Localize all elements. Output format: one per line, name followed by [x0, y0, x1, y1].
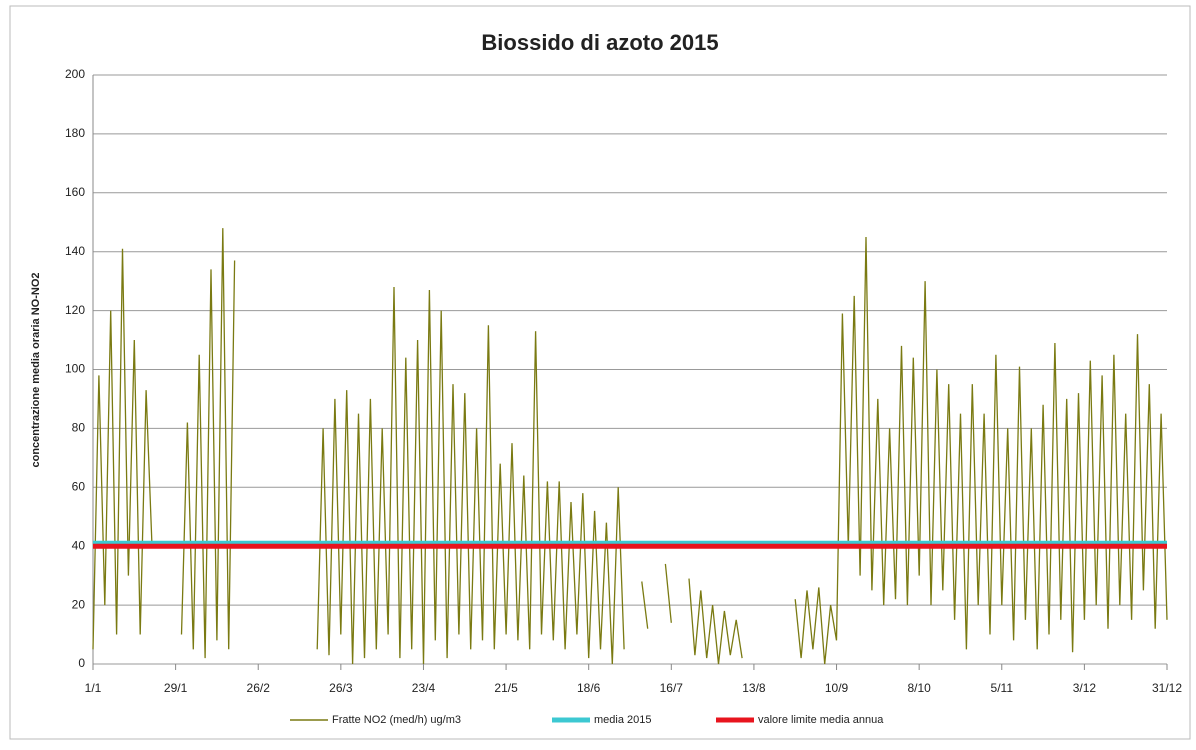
chart-title: Biossido di azoto 2015 — [481, 30, 718, 55]
x-tick-label: 13/8 — [742, 681, 766, 695]
x-tick-label: 18/6 — [577, 681, 601, 695]
data-line — [92, 228, 1168, 665]
y-tick-label: 80 — [72, 421, 86, 435]
y-tick-label: 0 — [78, 656, 85, 670]
y-tick-label: 40 — [72, 538, 86, 552]
x-tick-label: 1/1 — [85, 681, 102, 695]
y-tick-label: 100 — [65, 362, 85, 376]
y-tick-label: 140 — [65, 244, 85, 258]
legend-label: valore limite media annua — [758, 714, 884, 726]
legend-label: Fratte NO2 (med/h) ug/m3 — [332, 714, 461, 726]
y-tick-label: 180 — [65, 126, 85, 140]
y-tick-label: 20 — [72, 597, 86, 611]
x-tick-label: 3/12 — [1073, 681, 1097, 695]
y-tick-label: 160 — [65, 185, 85, 199]
x-tick-label: 8/10 — [907, 681, 931, 695]
legend-label: media 2015 — [594, 714, 652, 726]
x-tick-label: 29/1 — [164, 681, 188, 695]
x-tick-label: 10/9 — [825, 681, 849, 695]
x-tick-label: 26/2 — [247, 681, 271, 695]
x-tick-label: 31/12 — [1152, 681, 1182, 695]
chart-frame — [9, 5, 1191, 740]
x-tick-label: 26/3 — [329, 681, 353, 695]
x-tick-label: 5/11 — [991, 681, 1014, 695]
y-axis-label: concentrazione media oraria NO-NO2 — [30, 273, 42, 468]
y-tick-label: 200 — [65, 67, 85, 81]
y-tick-label: 60 — [72, 479, 86, 493]
x-tick-label: 16/7 — [660, 681, 684, 695]
x-tick-label: 21/5 — [494, 681, 518, 695]
y-tick-label: 120 — [65, 303, 85, 317]
x-tick-label: 23/4 — [412, 681, 436, 695]
